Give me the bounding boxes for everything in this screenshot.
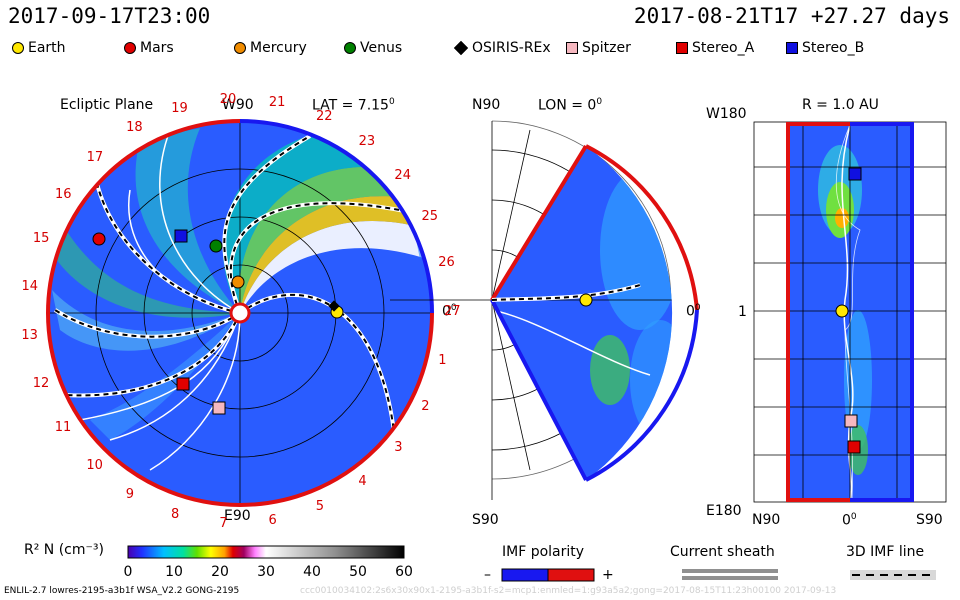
stereo-a-marker [176, 377, 190, 391]
current-sheath-label: Current sheath [670, 544, 775, 560]
meridional-bottom-label: S90 [472, 512, 499, 528]
spitzer-marker-icon [566, 42, 578, 54]
colorbar-tick: 0 [123, 564, 133, 580]
mercury-marker [231, 275, 245, 289]
day-label: 21 [268, 95, 286, 111]
venus-marker-icon [344, 42, 356, 54]
ecliptic-plane-panel [46, 119, 434, 507]
day-label: 1 [438, 353, 447, 369]
current-sheath-line-2 [682, 576, 778, 580]
venus-marker [209, 239, 223, 253]
mercury-marker-icon [234, 42, 246, 54]
day-label: 5 [315, 498, 324, 514]
day-label: 13 [21, 328, 38, 344]
ecliptic-top-label: W90 [222, 97, 254, 113]
earth-marker-icon [12, 42, 24, 54]
colorbar-tick: 10 [165, 564, 183, 580]
osiris-rex-marker [328, 300, 340, 312]
stereo-b-marker-icon [786, 42, 798, 54]
radial-x-left: N90 [752, 512, 781, 528]
day-label: 8 [170, 507, 180, 523]
meridional-right-label: 00 [686, 303, 701, 320]
colorbar-label: R² N (cm⁻³) [24, 542, 104, 558]
footer-faint-text: ccc0010034102:2s6x30x90x1-2195-a3b1f-s2=… [300, 586, 837, 596]
legend-mercury: Mercury [234, 38, 307, 58]
sun-icon [229, 302, 251, 324]
day-label: 17 [86, 149, 104, 165]
day-label: 26 [438, 255, 455, 271]
imf-plus-label: + [602, 567, 614, 583]
mars-marker [92, 232, 106, 246]
imf-polarity-label: IMF polarity [502, 544, 585, 560]
radial-mid-left: 1 [738, 304, 747, 320]
stereo-b-marker-radial [848, 167, 862, 181]
stereo-a-marker-icon [676, 42, 688, 54]
footer-text: ENLIL-2.7 lowres-2195-a3b1f WSA_V2.2 GON… [4, 586, 240, 596]
imf-line-background [850, 570, 936, 580]
earth-marker-meridional [579, 293, 593, 307]
spitzer-marker [212, 401, 226, 415]
imf-minus-label: – [484, 567, 491, 583]
day-label: 3 [394, 440, 403, 456]
radial-top-left: W180 [706, 106, 747, 122]
radial-title: R = 1.0 AU [802, 97, 879, 113]
ecliptic-title: Ecliptic Plane [60, 97, 154, 113]
legend-mars: Mars [124, 38, 174, 58]
legend-earth: Earth [12, 38, 66, 58]
colorbar-tick: 30 [257, 564, 275, 580]
day-label: 2 [421, 399, 430, 415]
day-label: 19 [171, 100, 188, 116]
day-label: 12 [32, 376, 50, 392]
date-left: 2017-09-17T23:00 [8, 4, 211, 28]
colorbar-tick: 20 [211, 564, 229, 580]
day-label: 27 [444, 304, 461, 319]
day-label: 6 [268, 512, 277, 528]
day-label: 15 [32, 231, 50, 247]
imf-line-label: 3D IMF line [846, 544, 925, 560]
spitzer-marker-radial [844, 414, 858, 428]
imf-polarity-negative [501, 568, 549, 582]
day-label: 20 [219, 92, 237, 108]
day-label: 9 [125, 487, 135, 503]
colorbar-tick: 50 [349, 564, 367, 580]
day-label: 25 [421, 208, 438, 224]
legend-osiris-rex: OSIRIS-REx [453, 38, 551, 58]
current-sheath-line-1 [682, 569, 778, 573]
mars-marker-icon [124, 42, 136, 54]
day-label: 23 [358, 133, 376, 149]
day-label: 18 [126, 120, 143, 136]
day-label: 14 [21, 279, 38, 295]
stereo-a-marker-radial [847, 440, 861, 454]
date-right: 2017-08-21T17 +27.27 days [633, 4, 950, 28]
day-label: 22 [316, 109, 333, 125]
meridional-top-label: N90 [472, 97, 501, 113]
day-label: 11 [54, 420, 72, 436]
day-label: 7 [219, 515, 228, 531]
legend-stereo-a: Stereo_A [676, 38, 754, 58]
ecliptic-bottom-label: E90 [224, 508, 251, 524]
ecliptic-lat: LAT = 7.150 [312, 97, 395, 114]
day-label: 10 [86, 458, 103, 474]
radial-x-mid: 00 [842, 512, 857, 529]
legend-stereo-b: Stereo_B [786, 38, 864, 58]
meridional-lon: LON = 00 [538, 97, 603, 114]
radial-x-right: S90 [916, 512, 943, 528]
legend-spitzer: Spitzer [566, 38, 631, 58]
legend: Earth Mars Mercury Venus OSIRIS-REx Spit… [0, 38, 960, 60]
colorbar [127, 545, 405, 559]
day-label: 24 [394, 167, 411, 183]
stereo-b-marker [174, 229, 188, 243]
day-label: 4 [358, 474, 367, 490]
colorbar-tick: 40 [303, 564, 321, 580]
radial-bottom-left: E180 [706, 503, 742, 519]
ecliptic-right-label: 00 [442, 303, 457, 320]
imf-polarity-positive [547, 568, 595, 582]
colorbar-tick: 60 [395, 564, 413, 580]
radial-panel [753, 121, 947, 503]
day-label: 16 [54, 187, 72, 203]
earth-marker-radial [835, 304, 849, 318]
meridional-panel [390, 120, 699, 500]
legend-venus: Venus [344, 38, 402, 58]
